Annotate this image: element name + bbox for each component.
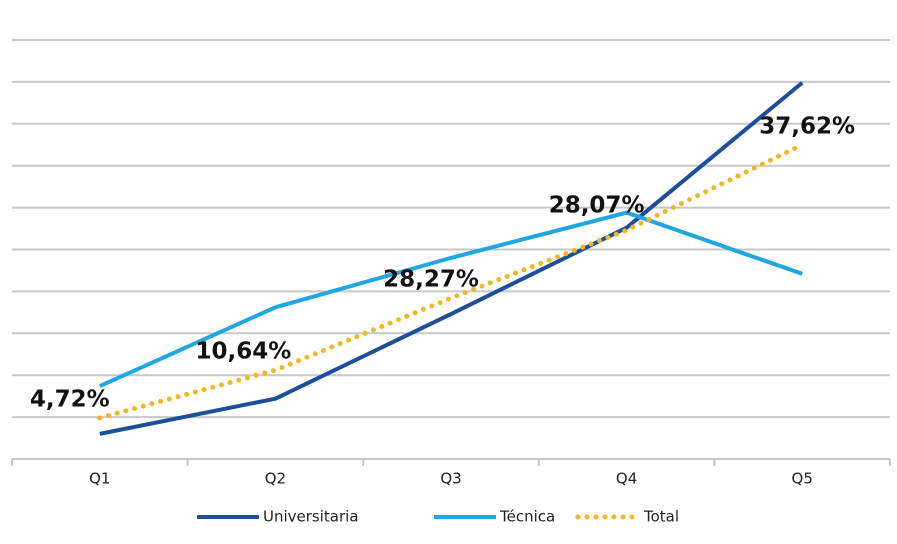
annotation: 10,64% <box>196 339 292 365</box>
annotation: 28,27% <box>383 267 479 293</box>
series-line <box>98 210 803 388</box>
series-line <box>99 81 804 436</box>
x-tick-label: Q5 <box>792 470 813 488</box>
x-tick-label: Q4 <box>616 470 637 488</box>
annotation: 4,72% <box>30 386 110 412</box>
annotation: 37,62% <box>759 113 855 139</box>
legend-label: Universitaria <box>263 508 359 526</box>
legend-label: Total <box>643 508 679 526</box>
x-tick-label: Q1 <box>89 470 110 488</box>
legend-label: Técnica <box>499 508 555 526</box>
x-tick-label: Q2 <box>265 470 286 488</box>
x-tick-label: Q3 <box>440 470 461 488</box>
annotation: 28,07% <box>549 193 645 219</box>
